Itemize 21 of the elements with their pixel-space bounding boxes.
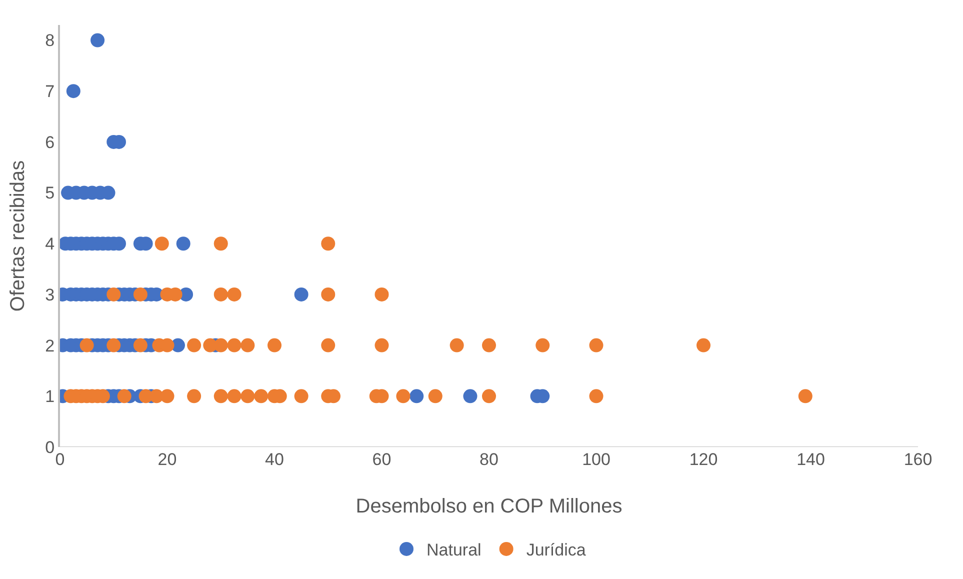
x-tick-label: 60 [372,450,392,469]
x-tick-label: 20 [158,450,177,469]
y-tick-label: 4 [45,234,55,254]
y-tick-label: 2 [45,336,55,356]
legend-label: Jurídica [526,540,586,560]
y-tick-label: 6 [45,132,55,152]
y-tick-label: 3 [45,285,55,304]
x-tick-label: 100 [582,450,610,469]
y-tick-label: 5 [45,184,55,203]
x-tick-label: 120 [689,450,718,469]
y-tick-label: 0 [45,438,55,457]
y-axis-title: Ofertas recibidas [7,160,30,312]
x-tick-label: 140 [796,450,825,469]
x-tick-label: 40 [265,450,284,469]
x-axis-title: Desembolso en COP Millones [356,496,622,518]
y-tick-label: 7 [45,82,55,102]
y-tick-label: 1 [45,387,55,406]
x-tick-label: 160 [904,450,932,469]
legend-label: Natural [426,540,482,560]
x-tick-label: 80 [480,450,498,469]
y-tick-label: 8 [45,31,55,50]
